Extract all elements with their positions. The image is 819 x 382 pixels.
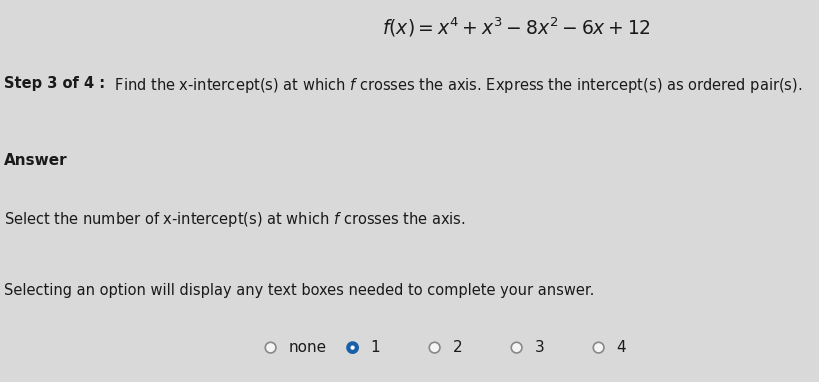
- Text: Select the number of x-intercept(s) at which $f$ crosses the axis.: Select the number of x-intercept(s) at w…: [4, 210, 465, 229]
- Text: Find the x-intercept(s) at which $f$ crosses the axis. Express the intercept(s) : Find the x-intercept(s) at which $f$ cro…: [111, 76, 802, 96]
- Ellipse shape: [510, 342, 522, 353]
- Ellipse shape: [350, 345, 355, 350]
- Ellipse shape: [265, 342, 276, 353]
- Ellipse shape: [346, 342, 358, 353]
- Ellipse shape: [592, 342, 604, 353]
- Text: Selecting an option will display any text boxes needed to complete your answer.: Selecting an option will display any tex…: [4, 283, 594, 298]
- Ellipse shape: [428, 342, 440, 353]
- Text: 4: 4: [616, 340, 626, 355]
- Text: none: none: [288, 340, 326, 355]
- Text: $f(x) = x^4 + x^3 - 8x^2 - 6x + 12$: $f(x) = x^4 + x^3 - 8x^2 - 6x + 12$: [382, 15, 650, 39]
- Text: 2: 2: [452, 340, 462, 355]
- Text: 1: 1: [370, 340, 380, 355]
- Text: Answer: Answer: [4, 153, 68, 168]
- Text: Step 3 of 4 :: Step 3 of 4 :: [4, 76, 111, 91]
- Text: 3: 3: [534, 340, 544, 355]
